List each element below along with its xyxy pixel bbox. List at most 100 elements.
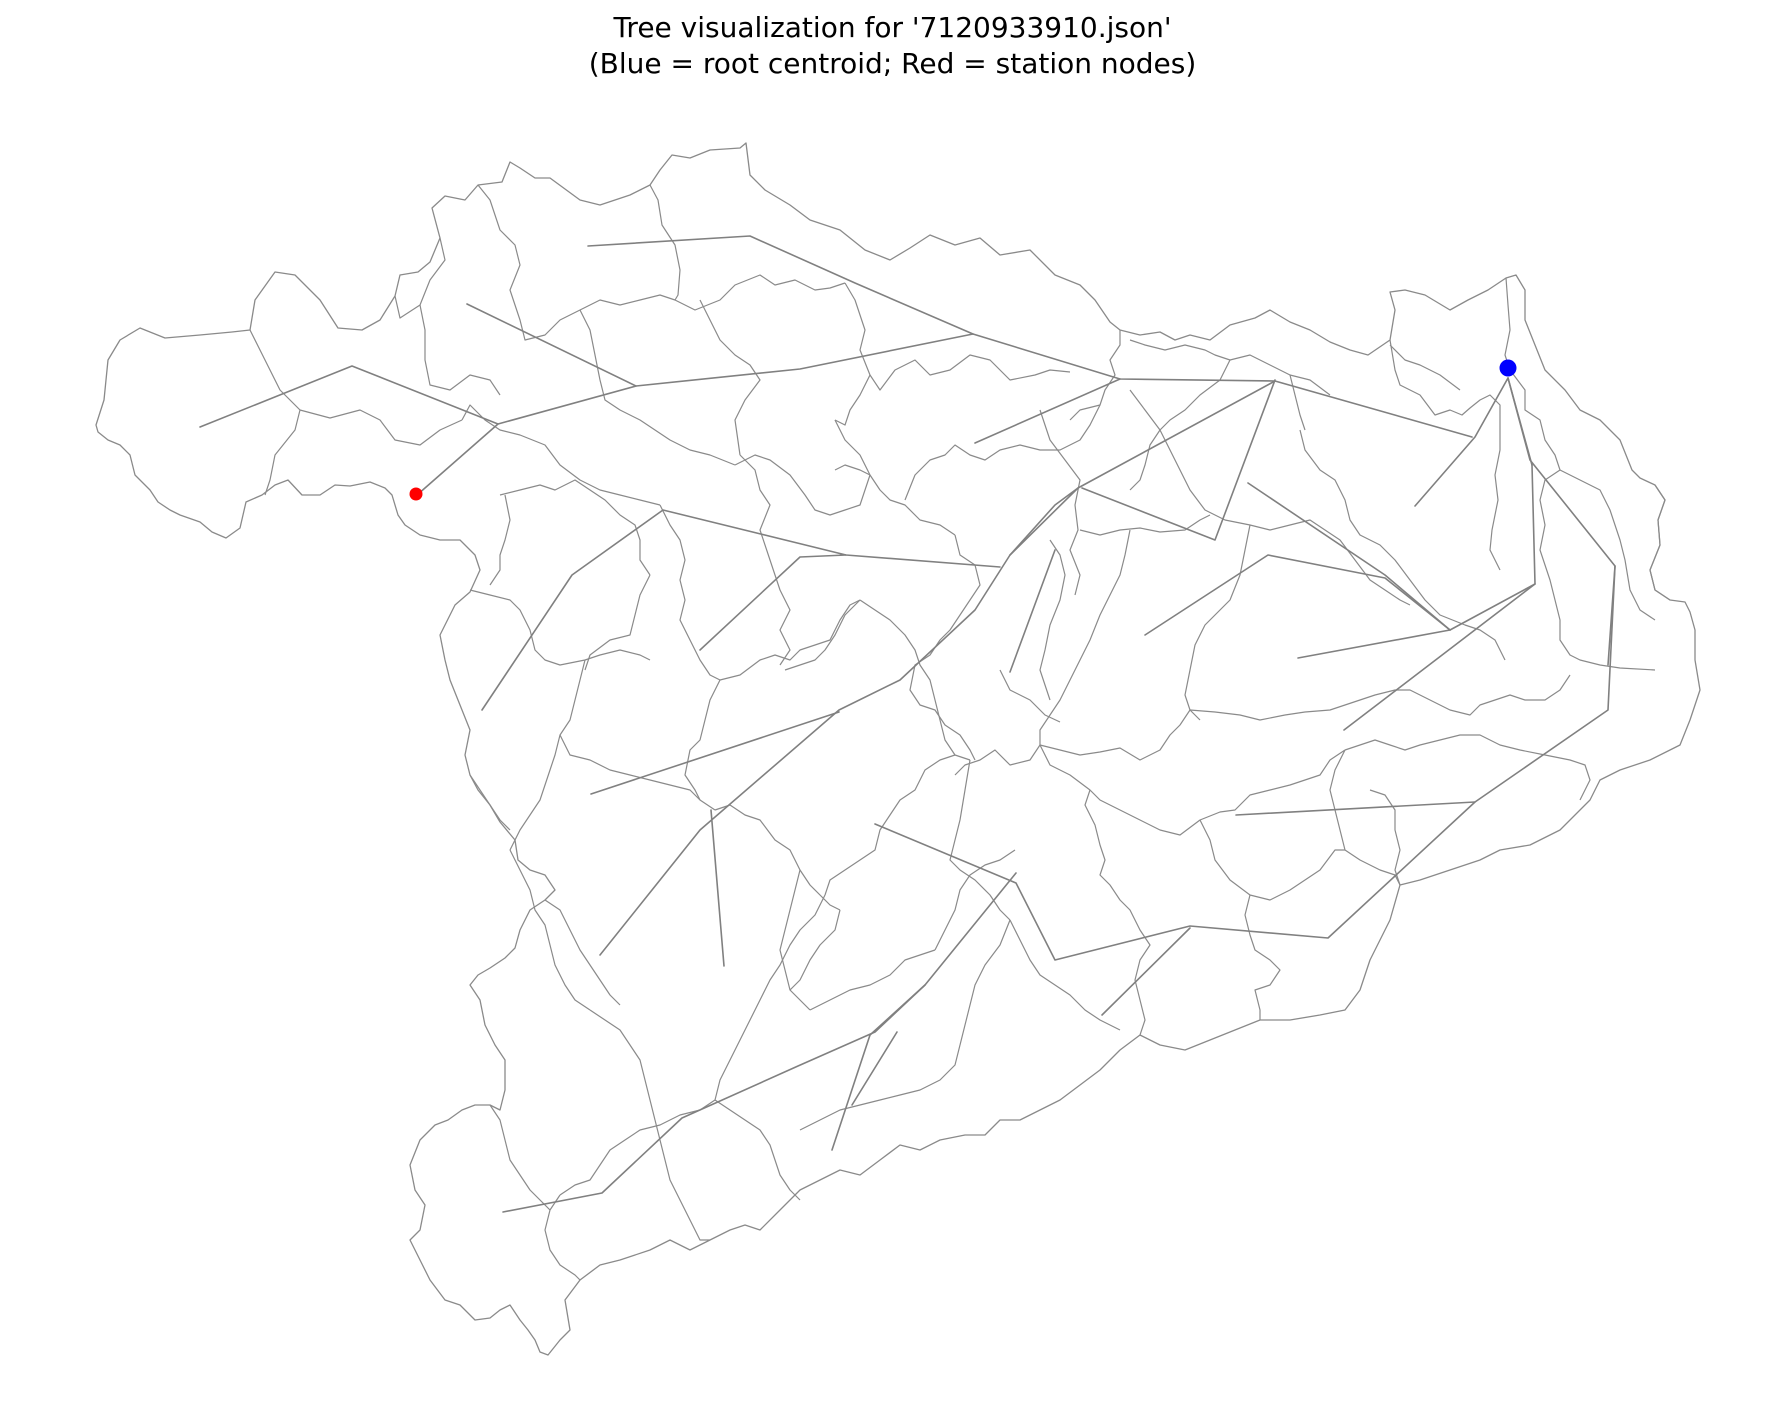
subbasin-boundary xyxy=(824,754,956,896)
subbasin-boundary xyxy=(1189,674,1571,721)
subbasin-boundary xyxy=(1369,789,1401,886)
subbasin-boundary xyxy=(1509,369,1656,671)
tree-edge xyxy=(416,333,1473,496)
subbasin-boundary xyxy=(559,1099,716,1196)
subbasin-boundary xyxy=(1129,389,1411,606)
title-line-2: (Blue = root centroid; Red = station nod… xyxy=(588,47,1197,80)
subbasin-boundary xyxy=(699,299,761,456)
tree-edge xyxy=(599,380,1276,956)
subbasin-boundary xyxy=(779,869,811,1011)
subbasin-boundary xyxy=(584,574,651,671)
subbasin-boundary xyxy=(834,374,871,426)
subbasin-boundary xyxy=(659,504,721,681)
subbasin-boundary xyxy=(1244,894,1281,1020)
subbasin-boundary xyxy=(834,419,871,476)
subbasin-boundary xyxy=(461,404,661,506)
subbasin-boundary xyxy=(784,599,861,671)
subbasin-boundary xyxy=(477,184,676,341)
watershed-outline xyxy=(95,142,1701,1356)
subbasin-boundary xyxy=(499,479,651,576)
subbasin-boundary xyxy=(844,282,1071,391)
subbasin-boundary xyxy=(714,804,841,911)
subbasin-boundary xyxy=(509,659,586,851)
subbasin-boundary xyxy=(734,454,871,516)
subbasin-boundary xyxy=(809,949,936,1011)
subbasin-boundary xyxy=(1039,409,1081,596)
tree-edge xyxy=(851,1031,898,1106)
subbasin-boundary xyxy=(1389,339,1501,420)
subbasin-boundary xyxy=(509,849,591,1011)
subbasin-boundary xyxy=(489,494,511,586)
subbasin-boundary xyxy=(1649,484,1671,601)
subbasin-boundary xyxy=(559,734,701,801)
subbasin-boundary xyxy=(1344,734,1591,801)
tree-edge xyxy=(199,365,499,428)
root-centroid xyxy=(1499,359,1517,377)
subbasin-boundary xyxy=(589,1009,656,1121)
subbasin-boundary xyxy=(1039,539,1066,701)
subbasin-boundary xyxy=(394,237,446,319)
subbasin-boundary xyxy=(1129,339,1331,396)
subbasin-boundary xyxy=(469,589,651,666)
subbasin-boundary xyxy=(1329,749,1401,886)
subbasin-boundary xyxy=(1184,524,1251,721)
tree-edge xyxy=(874,377,1616,961)
subbasin-boundary xyxy=(949,759,1011,921)
tree-edge xyxy=(699,554,847,651)
subbasin-boundary xyxy=(1039,529,1131,745)
nodes xyxy=(409,359,1517,501)
subbasin-boundary xyxy=(1299,429,1506,661)
subbasin-boundary xyxy=(999,669,1061,723)
subbasin-boundary xyxy=(579,309,736,466)
tree-edge xyxy=(1009,487,1079,556)
subbasin-boundary xyxy=(834,464,956,536)
tree-edge xyxy=(1235,801,1476,816)
subbasin-boundary xyxy=(959,919,1011,1046)
subbasin-boundary xyxy=(1129,359,1231,491)
subbasin-boundary xyxy=(1289,374,1306,431)
tree-edge xyxy=(1101,927,1191,1016)
figure-title: Tree visualization for '7120933910.json'… xyxy=(0,10,1785,82)
subbasin-boundary xyxy=(654,1119,710,1241)
tree-edge xyxy=(481,509,1001,711)
subbasin-boundary xyxy=(909,534,981,761)
tree-edge xyxy=(1144,464,1536,636)
tree-edge xyxy=(710,809,725,967)
subbasin-boundary xyxy=(714,894,826,1101)
subbasin-boundary xyxy=(1039,744,1346,836)
tree-edge xyxy=(466,303,637,387)
tree-edge xyxy=(1009,549,1056,673)
subbasin-boundary xyxy=(799,1044,961,1131)
title-line-1: Tree visualization for '7120933910.json' xyxy=(613,11,1172,44)
subbasin-boundary xyxy=(1389,344,1461,391)
subbasin-boundary xyxy=(904,404,1101,501)
tree-edge xyxy=(1343,583,1536,731)
subbasin-boundary xyxy=(739,454,791,666)
subbasin-boundary xyxy=(1504,277,1511,371)
subbasin-boundary xyxy=(1084,789,1151,1036)
tree-edge xyxy=(1297,629,1451,659)
subbasin-boundary xyxy=(934,849,1016,951)
subbasin-boundary xyxy=(859,599,971,761)
subbasin-boundary xyxy=(544,899,621,1006)
subbasin-boundaries xyxy=(95,142,1701,1356)
subbasin-boundary xyxy=(789,909,841,991)
subbasin-boundary xyxy=(489,1104,551,1211)
subbasin-boundary xyxy=(1489,420,1501,571)
tree-edge xyxy=(590,711,840,795)
subbasin-boundary xyxy=(1009,919,1121,1031)
subbasin-boundary xyxy=(299,409,463,446)
subbasin-boundary xyxy=(469,774,511,831)
subbasin-boundary xyxy=(419,304,501,396)
subbasin-boundary xyxy=(649,184,846,311)
tree-edge xyxy=(831,872,1017,1151)
drainage-tree xyxy=(199,235,1616,1213)
subbasin-boundary xyxy=(1199,819,1345,901)
tree-edge xyxy=(1081,379,1276,541)
subbasin-boundary xyxy=(544,1194,581,1281)
subbasin-boundary xyxy=(1079,514,1211,536)
tree-edge xyxy=(974,378,1121,444)
subbasin-boundary xyxy=(1069,330,1121,421)
tree-edge xyxy=(1607,565,1616,666)
